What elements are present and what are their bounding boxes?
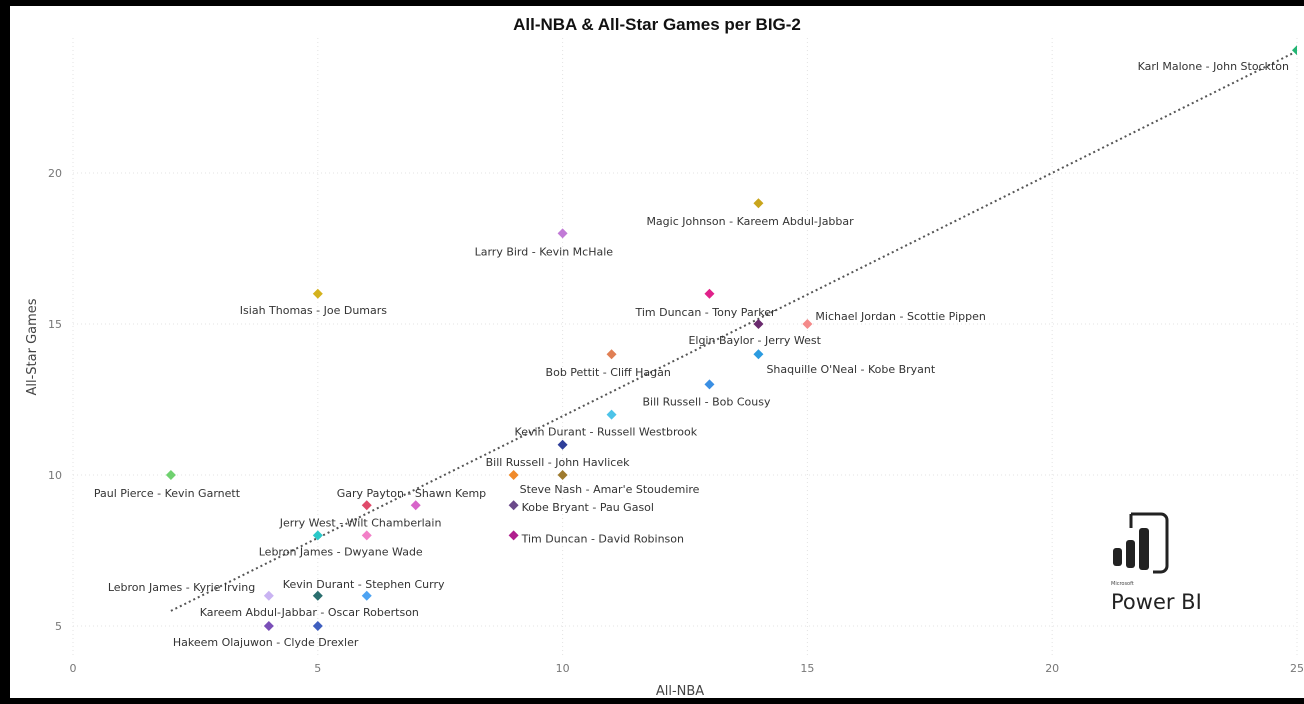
data-point-label: Michael Jordan - Scottie Pippen [815,310,985,323]
data-point [312,590,323,601]
data-point-label: Lebron James - Dwyane Wade [259,545,423,558]
data-point-label: Kobe Bryant - Pau Gasol [522,501,654,514]
data-point-label: Elgin Baylor - Jerry West [688,334,821,347]
data-point-label: Kevin Durant - Stephen Curry [283,578,445,591]
y-tick-label: 10 [48,469,62,482]
data-point [606,349,617,360]
data-point [704,288,715,299]
power-bi-text: Power BI [1111,590,1202,614]
data-point [606,409,617,420]
data-point [508,530,519,541]
data-point-label: Karl Malone - John Stockton [1138,60,1289,73]
chart-panel: All-NBA & All-Star Games per BIG-2 0 5 10 15… [10,6,1304,698]
data-point [557,228,568,239]
data-point [263,590,274,601]
x-axis-label: All-NBA [656,684,704,698]
data-point [263,621,274,631]
data-point [753,319,764,329]
data-point-label: Bill Russell - Bob Cousy [642,395,771,408]
data-point-label: Jerry West - Wilt Chamberlain [279,516,442,529]
data-point-label: Bill Russell - John Havlicek [486,456,630,469]
data-point-label: Magic Johnson - Kareem Abdul-Jabbar [646,215,854,228]
data-point [361,590,372,601]
data-point [361,530,372,541]
chart-title: All-NBA & All-Star Games per BIG-2 [513,15,801,34]
data-point [704,379,715,390]
data-point-label: Paul Pierce - Kevin Garnett [94,487,241,500]
data-point [165,470,176,480]
data-point [753,198,764,209]
data-point-label: Bob Pettit - Cliff Hagan [546,366,671,379]
trend-line [170,51,1296,612]
data-point-label: Isiah Thomas - Joe Dumars [240,304,387,317]
x-tick-label: 25 [1290,662,1304,675]
data-point-label: Lebron James - Kyrie Irving [108,581,255,594]
data-point [508,470,519,480]
microsoft-text: Microsoft [1111,581,1134,587]
y-tick-label: 15 [48,318,62,331]
data-point-label: Tim Duncan - Tony Parker [634,306,775,319]
data-point [508,500,519,511]
data-point [802,319,813,329]
data-point-label: Kareem Abdul-Jabbar - Oscar Robertson [200,606,419,619]
data-point-label: Kevin Durant - Russell Westbrook [515,426,698,439]
data-point-label: Gary Payton - Shawn Kemp [337,487,486,500]
data-point-label: Larry Bird - Kevin McHale [475,245,614,258]
x-tick-label: 20 [1045,662,1059,675]
data-point-label: Shaquille O'Neal - Kobe Bryant [766,363,935,376]
data-point [312,530,323,541]
power-bi-logo-icon [1113,512,1169,574]
data-point [361,500,372,511]
x-tick-label: 5 [314,662,321,675]
data-point [410,500,421,511]
data-point [312,621,323,631]
data-point-label: Hakeem Olajuwon - Clyde Drexler [173,636,359,649]
data-point [312,288,323,299]
x-tick-label: 15 [800,662,814,675]
data-point [1292,45,1297,56]
y-tick-label: 5 [55,620,62,633]
data-point [557,439,568,450]
data-point [753,349,764,360]
scatter-chart: All-NBA & All-Star Games per BIG-2 0 5 10 15… [25,15,1304,698]
data-point-label: Tim Duncan - David Robinson [521,532,684,545]
data-point-label: Steve Nash - Amar'e Stoudemire [520,483,700,496]
y-tick-label: 20 [48,167,62,180]
x-tick-label: 10 [556,662,570,675]
x-tick-label: 0 [70,662,77,675]
data-point [557,470,568,480]
y-axis-label: All-Star Games [25,298,40,395]
